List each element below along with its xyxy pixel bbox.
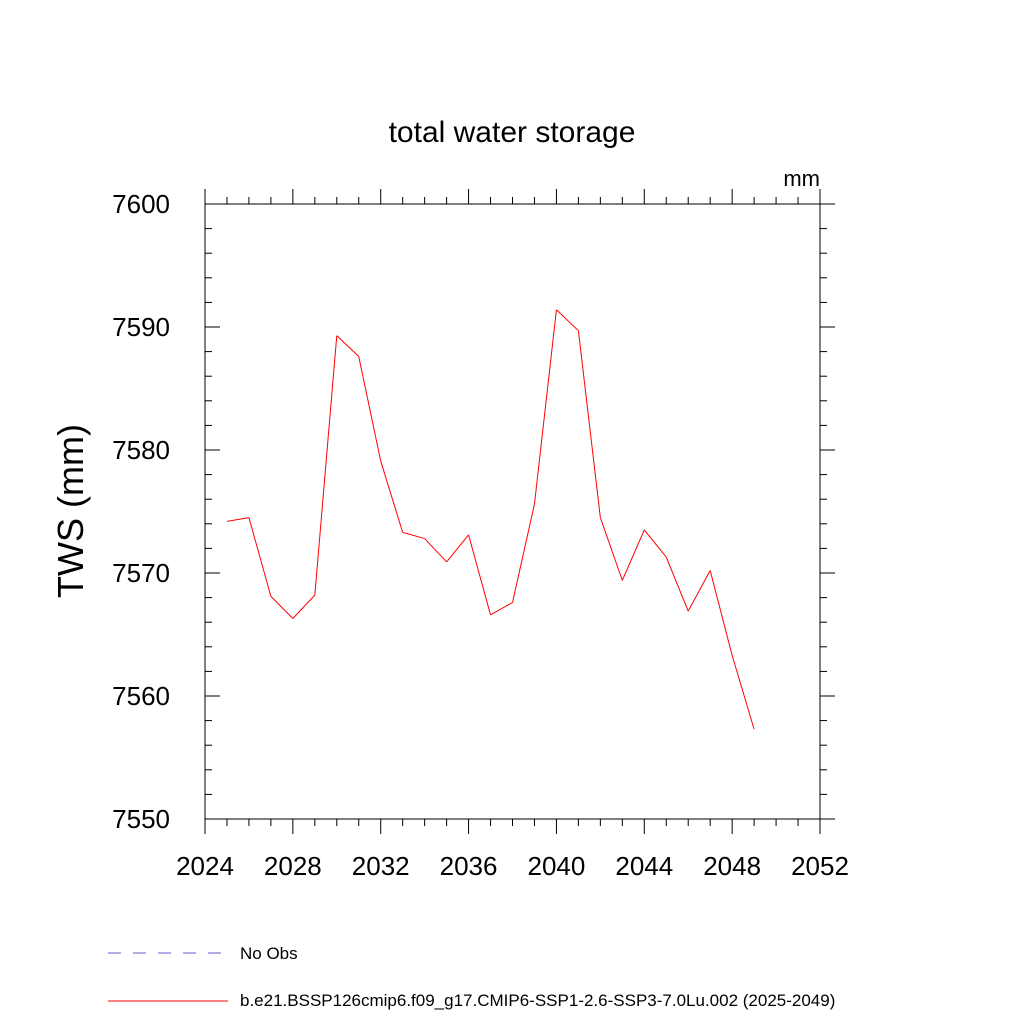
x-tick-label: 2032	[352, 851, 410, 881]
y-tick-label: 7580	[112, 435, 170, 465]
series-1-segment	[314, 335, 338, 596]
series-1-segment	[468, 534, 492, 615]
series-1-segment	[490, 602, 513, 616]
x-tick-label: 2048	[703, 851, 761, 881]
series-1-segment	[731, 655, 755, 730]
legend-label-no-obs: No Obs	[240, 944, 298, 963]
series-1-segment	[665, 556, 689, 612]
series-1-segment	[446, 534, 469, 563]
y-tick-label: 7560	[112, 681, 170, 711]
y-tick-label: 7590	[112, 312, 170, 342]
y-tick-label: 7550	[112, 804, 170, 834]
series-1-segment	[687, 570, 711, 612]
axis-tick-labels: 2024 2028 2032 2036 2040 2044 2048 2052 7550 7560…	[112, 189, 849, 881]
series-1-segment	[512, 504, 535, 603]
series-1-segment	[402, 531, 425, 540]
series-lines	[226, 309, 755, 730]
series-1-segment	[358, 356, 382, 462]
series-1-segment	[599, 517, 623, 581]
series-1-segment	[336, 335, 360, 357]
units-label: mm	[783, 166, 820, 191]
y-tick-label: 7600	[112, 189, 170, 219]
x-tick-label: 2036	[440, 851, 498, 881]
series-1-segment	[380, 460, 404, 533]
plot-frame	[204, 203, 821, 820]
axis-ticks	[204, 189, 835, 834]
legend: No Obs b.e21.BSSP126cmip6.f09_g17.CMIP6-…	[108, 944, 835, 1010]
x-tick-label: 2028	[264, 851, 322, 881]
series-1-segment	[226, 517, 250, 522]
series-1-segment	[270, 596, 294, 619]
series-1-segment	[292, 594, 316, 619]
series-1-segment	[533, 309, 557, 505]
x-tick-label: 2044	[615, 851, 673, 881]
legend-label-model: b.e21.BSSP126cmip6.f09_g17.CMIP6-SSP1-2.…	[240, 991, 835, 1010]
y-tick-label: 7570	[112, 558, 170, 588]
series-1-segment	[556, 309, 579, 332]
series-1-segment	[424, 538, 447, 563]
series-1-segment	[248, 517, 272, 597]
series-1-segment	[621, 529, 645, 581]
chart-title: total water storage	[389, 116, 636, 149]
y-axis-label: TWS (mm)	[50, 424, 91, 598]
series-1-segment	[643, 529, 667, 558]
series-1-segment	[577, 330, 601, 518]
x-tick-label: 2052	[791, 851, 849, 881]
series-1-segment	[709, 570, 733, 656]
x-tick-label: 2024	[176, 851, 234, 881]
x-tick-label: 2040	[528, 851, 586, 881]
